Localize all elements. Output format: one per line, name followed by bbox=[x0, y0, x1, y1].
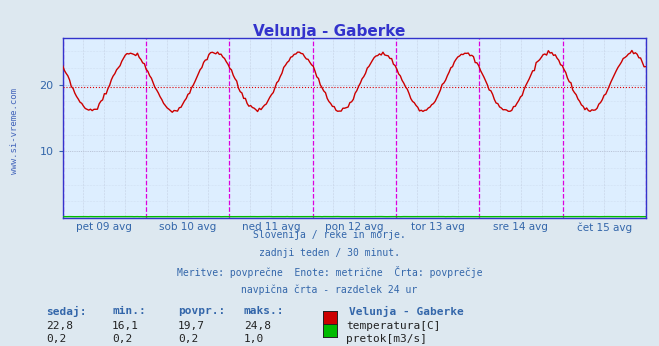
Text: maks.:: maks.: bbox=[244, 306, 284, 316]
Text: sedaj:: sedaj: bbox=[46, 306, 86, 317]
Text: www.si-vreme.com: www.si-vreme.com bbox=[10, 89, 19, 174]
Text: 0,2: 0,2 bbox=[178, 334, 198, 344]
Text: 19,7: 19,7 bbox=[178, 321, 205, 331]
Text: Meritve: povprečne  Enote: metrične  Črta: povprečje: Meritve: povprečne Enote: metrične Črta:… bbox=[177, 266, 482, 278]
Text: min.:: min.: bbox=[112, 306, 146, 316]
Text: pretok[m3/s]: pretok[m3/s] bbox=[346, 334, 427, 344]
Text: 0,2: 0,2 bbox=[112, 334, 132, 344]
Text: 16,1: 16,1 bbox=[112, 321, 139, 331]
Text: Slovenija / reke in morje.: Slovenija / reke in morje. bbox=[253, 230, 406, 240]
Text: 1,0: 1,0 bbox=[244, 334, 264, 344]
Text: Velunja - Gaberke: Velunja - Gaberke bbox=[349, 306, 464, 317]
Text: temperatura[C]: temperatura[C] bbox=[346, 321, 440, 331]
Text: Velunja - Gaberke: Velunja - Gaberke bbox=[253, 24, 406, 39]
Text: povpr.:: povpr.: bbox=[178, 306, 225, 316]
Text: 24,8: 24,8 bbox=[244, 321, 271, 331]
Text: zadnji teden / 30 minut.: zadnji teden / 30 minut. bbox=[259, 248, 400, 258]
Text: 22,8: 22,8 bbox=[46, 321, 73, 331]
Text: navpična črta - razdelek 24 ur: navpična črta - razdelek 24 ur bbox=[241, 284, 418, 294]
Text: 0,2: 0,2 bbox=[46, 334, 67, 344]
